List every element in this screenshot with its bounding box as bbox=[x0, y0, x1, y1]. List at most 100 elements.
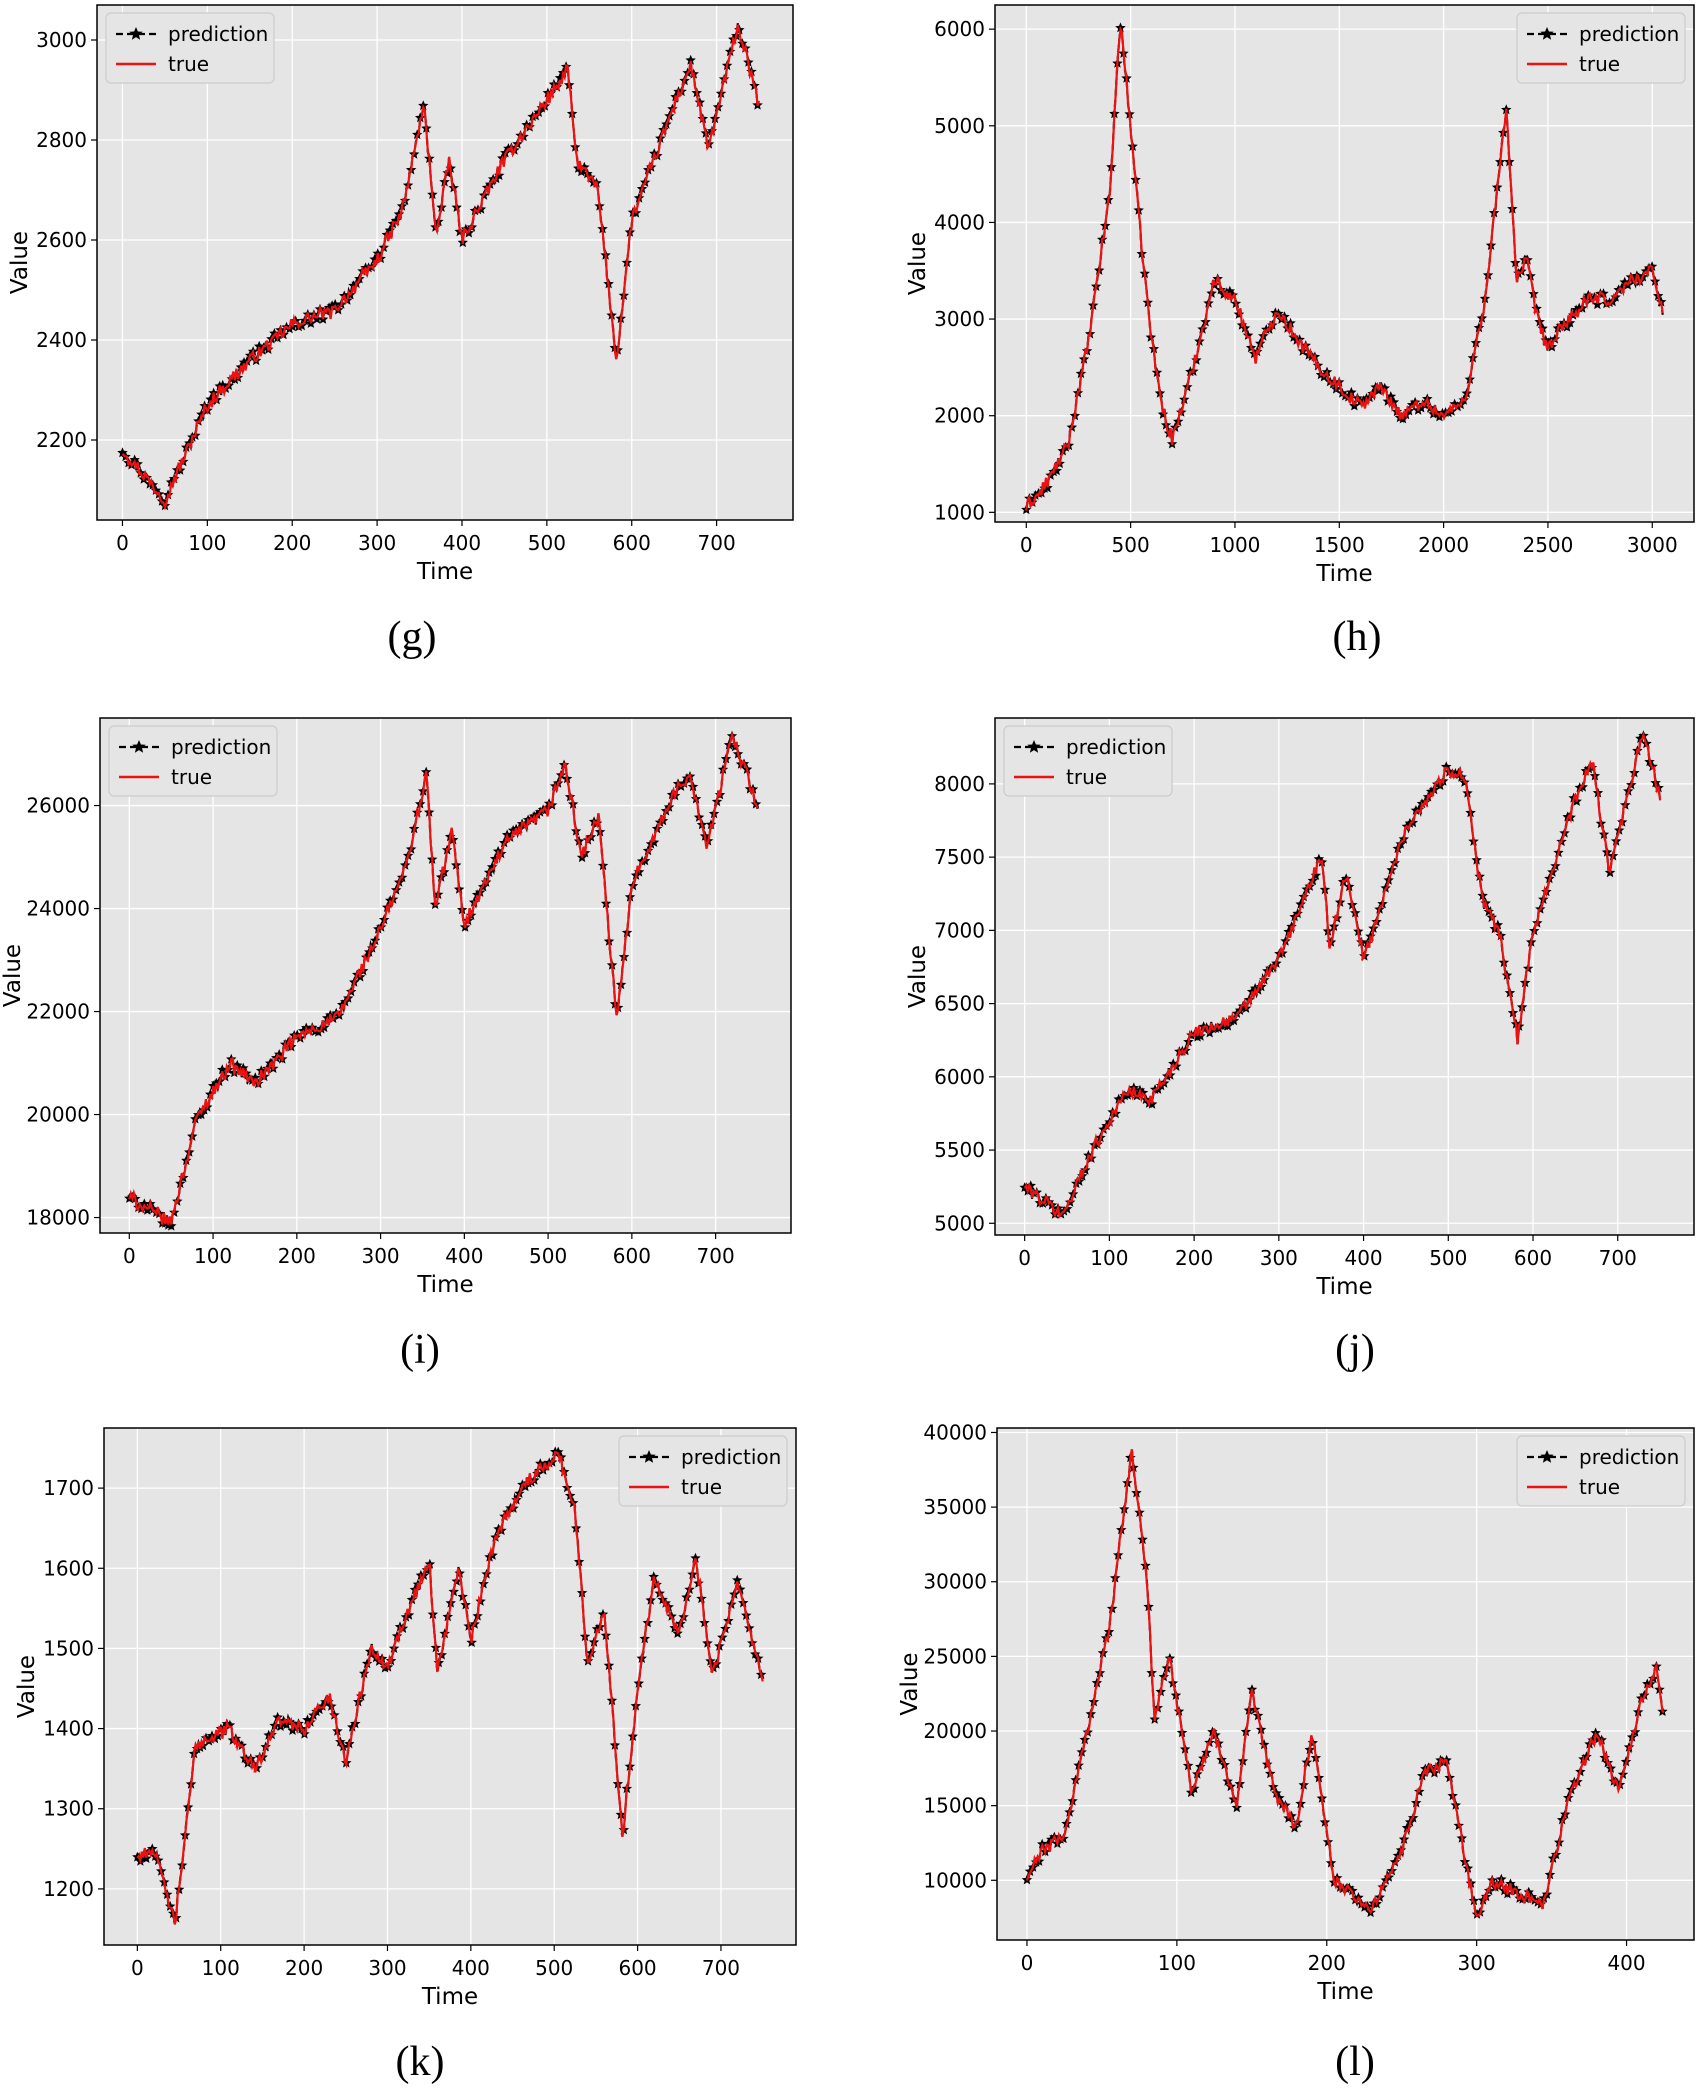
panel-caption: (j) bbox=[1335, 1327, 1375, 1373]
y-axis-label: Value bbox=[14, 1655, 40, 1718]
prediction-marker bbox=[196, 409, 207, 419]
legend-box bbox=[1003, 725, 1173, 797]
y-tick-label: 4000 bbox=[934, 210, 985, 234]
prediction-marker bbox=[1537, 323, 1548, 333]
prediction-marker bbox=[690, 1552, 701, 1563]
x-axis-label: Time bbox=[421, 1984, 478, 2010]
y-axis-label: Value bbox=[905, 945, 931, 1008]
y-tick-label: 10000 bbox=[923, 1868, 987, 1892]
series-true-line bbox=[1025, 1449, 1665, 1918]
y-tick-label: 22000 bbox=[26, 1000, 90, 1024]
x-tick-label: 700 bbox=[1599, 1246, 1637, 1270]
y-tick-label: 15000 bbox=[923, 1794, 987, 1818]
prediction-marker bbox=[1157, 408, 1169, 419]
x-tick-label: 300 bbox=[361, 1244, 399, 1268]
y-tick-label: 1700 bbox=[43, 1476, 94, 1500]
chart-panel-5: 0 100 200 300 400 10000 15000 20000 25000 30000 35… bbox=[897, 1420, 1695, 2005]
x-tick-label: 300 bbox=[368, 1956, 406, 1980]
x-tick-label: 700 bbox=[698, 531, 736, 555]
legend: prediction true bbox=[105, 12, 275, 84]
x-tick-label: 100 bbox=[202, 1956, 240, 1980]
y-tick-label: 8000 bbox=[934, 772, 985, 796]
prediction-marker bbox=[1389, 1856, 1401, 1867]
legend-true-label: true bbox=[1066, 765, 1107, 789]
series-true-line bbox=[1023, 731, 1662, 1219]
y-tick-label: 1500 bbox=[43, 1636, 94, 1660]
y-axis-label: Value bbox=[7, 231, 33, 294]
legend: prediction true bbox=[1003, 725, 1173, 797]
y-tick-label: 26000 bbox=[26, 794, 90, 818]
prediction-marker bbox=[732, 1574, 743, 1585]
prediction-marker bbox=[141, 1853, 152, 1863]
legend-prediction-marker bbox=[1540, 27, 1554, 40]
y-tick-label: 1000 bbox=[934, 500, 985, 524]
x-tick-label: 400 bbox=[452, 1956, 490, 1980]
prediction-marker bbox=[1192, 1031, 1203, 1042]
chart-panel-0: 0 100 200 300 400 500 600 700 2200 2400 2600 2800 30… bbox=[7, 4, 794, 585]
x-tick-label: 200 bbox=[278, 1244, 316, 1268]
x-tick-label: 700 bbox=[702, 1956, 740, 1980]
prediction-marker bbox=[406, 1594, 418, 1605]
prediction-marker bbox=[486, 861, 498, 872]
plot-frame bbox=[996, 1427, 1695, 1941]
x-tick-label: 200 bbox=[273, 531, 311, 555]
legend-true-label: true bbox=[1579, 1475, 1620, 1499]
prediction-marker bbox=[166, 1220, 177, 1231]
y-tick-label: 7500 bbox=[934, 845, 985, 869]
y-tick-label: 6000 bbox=[934, 1065, 985, 1089]
legend: prediction true bbox=[1516, 12, 1686, 84]
y-tick-label: 40000 bbox=[923, 1420, 987, 1444]
x-tick-label: 2000 bbox=[1418, 533, 1469, 557]
y-tick-label: 18000 bbox=[26, 1206, 90, 1230]
legend-prediction-label: prediction bbox=[1066, 735, 1166, 759]
y-tick-label: 1300 bbox=[43, 1797, 94, 1821]
series-true-line bbox=[1025, 25, 1664, 511]
prediction-marker bbox=[139, 1198, 150, 1209]
x-tick-label: 0 bbox=[131, 1956, 144, 1980]
y-tick-label: 3000 bbox=[36, 28, 87, 52]
prediction-marker bbox=[385, 895, 396, 906]
prediction-marker bbox=[1598, 288, 1609, 299]
y-tick-label: 2800 bbox=[36, 128, 87, 152]
y-tick-label: 5500 bbox=[934, 1138, 985, 1162]
prediction-marker bbox=[1473, 322, 1485, 333]
chart-panel-2: 0 100 200 300 400 500 600 700 18000 20000 22000 240… bbox=[0, 717, 792, 1298]
x-tick-label: 0 bbox=[1020, 533, 1033, 557]
x-tick-label: 2500 bbox=[1522, 533, 1573, 557]
legend: prediction true bbox=[618, 1435, 788, 1507]
legend-box bbox=[105, 12, 275, 84]
panel-caption: (l) bbox=[1335, 2039, 1375, 2085]
x-tick-label: 0 bbox=[1021, 1951, 1034, 1975]
y-tick-label: 7000 bbox=[934, 918, 985, 942]
x-tick-label: 300 bbox=[1260, 1246, 1298, 1270]
x-tick-label: 500 bbox=[1112, 533, 1150, 557]
prediction-marker bbox=[415, 112, 426, 123]
x-tick-label: 200 bbox=[1308, 1951, 1346, 1975]
legend-prediction-label: prediction bbox=[1579, 22, 1679, 46]
x-tick-label: 400 bbox=[445, 1244, 483, 1268]
legend-true-label: true bbox=[168, 52, 209, 76]
chart-panel-1: 0 500 1000 1500 2000 2500 3000 1000 2000 3000 4000… bbox=[905, 4, 1695, 587]
prediction-marker bbox=[1635, 733, 1646, 744]
prediction-marker bbox=[1042, 482, 1053, 493]
prediction-marker bbox=[1346, 386, 1357, 397]
plot-frame bbox=[99, 717, 792, 1234]
plot-frame bbox=[994, 4, 1695, 523]
prediction-marker bbox=[370, 935, 381, 945]
x-tick-label: 200 bbox=[285, 1956, 323, 1980]
chart-panel-4: 0 100 200 300 400 500 600 700 1200 1300 1400 1500 16… bbox=[14, 1427, 797, 2010]
legend-prediction-marker bbox=[1540, 1450, 1554, 1463]
x-tick-label: 300 bbox=[1458, 1951, 1496, 1975]
y-tick-label: 2400 bbox=[36, 328, 87, 352]
x-axis-label: Time bbox=[1315, 561, 1372, 587]
series-true-line bbox=[121, 24, 761, 511]
prediction-marker bbox=[314, 1704, 325, 1715]
x-tick-label: 600 bbox=[618, 1956, 656, 1980]
x-tick-label: 0 bbox=[123, 1244, 136, 1268]
x-tick-label: 100 bbox=[1090, 1246, 1128, 1270]
prediction-marker bbox=[269, 328, 280, 338]
x-axis-label: Time bbox=[1315, 1274, 1372, 1300]
prediction-marker bbox=[1468, 1895, 1480, 1906]
legend-box bbox=[618, 1435, 788, 1507]
